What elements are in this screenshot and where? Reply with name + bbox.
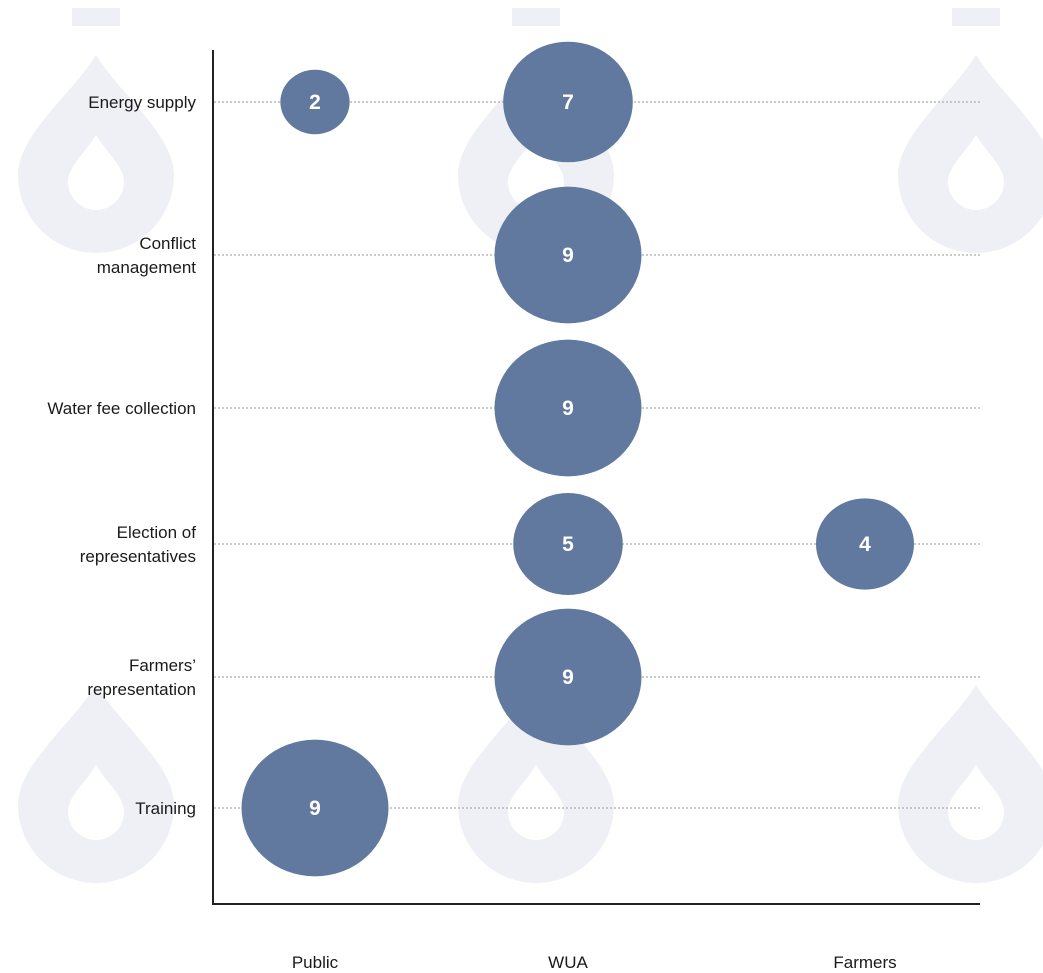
- bubble: [513, 493, 623, 595]
- bubble-value-label: 9: [562, 666, 574, 689]
- bubble-value-label: 5: [562, 533, 574, 556]
- column-label: Farmers: [833, 953, 896, 972]
- row-label: Training: [135, 799, 196, 818]
- row-label: management: [97, 258, 197, 277]
- bubble: [816, 498, 914, 590]
- row-label: Election of: [117, 523, 197, 542]
- bubble-value-label: 9: [562, 244, 574, 267]
- bubble-value-label: 9: [562, 397, 574, 420]
- bubble-value-label: 2: [309, 91, 321, 114]
- column-label: Public: [292, 953, 339, 972]
- bubble: [503, 41, 633, 163]
- bubble: [494, 186, 642, 324]
- bubbles: 2 7 9 9 5 4 9 9: [241, 41, 914, 877]
- water-drop-icon: [18, 685, 174, 883]
- bubble-value-label: 4: [859, 533, 871, 556]
- bubble: [280, 69, 350, 135]
- column-labels: Public WUA Farmers: [292, 953, 897, 972]
- axes: [212, 50, 980, 905]
- bubble-value-label: 9: [309, 797, 321, 820]
- watermark-bar: [72, 8, 120, 26]
- watermark-bar: [952, 8, 1000, 26]
- water-drop-icon: [898, 55, 1043, 253]
- bubble-value-label: 7: [562, 91, 574, 114]
- row-label: Conflict: [139, 234, 196, 253]
- row-label: Farmers’: [129, 656, 196, 675]
- water-drop-icon: [898, 685, 1043, 883]
- row-label: representatives: [80, 547, 196, 566]
- water-drop-icon: [18, 55, 174, 253]
- bubble: [494, 608, 642, 746]
- bubble: [494, 339, 642, 477]
- column-label: WUA: [548, 953, 588, 972]
- bubble: [241, 739, 389, 877]
- row-labels: Energy supply Conflict management Water fee…: [47, 93, 196, 818]
- row-label: Water fee collection: [47, 399, 196, 418]
- watermark-bar: [512, 8, 560, 26]
- row-label: representation: [87, 680, 196, 699]
- row-label: Energy supply: [88, 93, 196, 112]
